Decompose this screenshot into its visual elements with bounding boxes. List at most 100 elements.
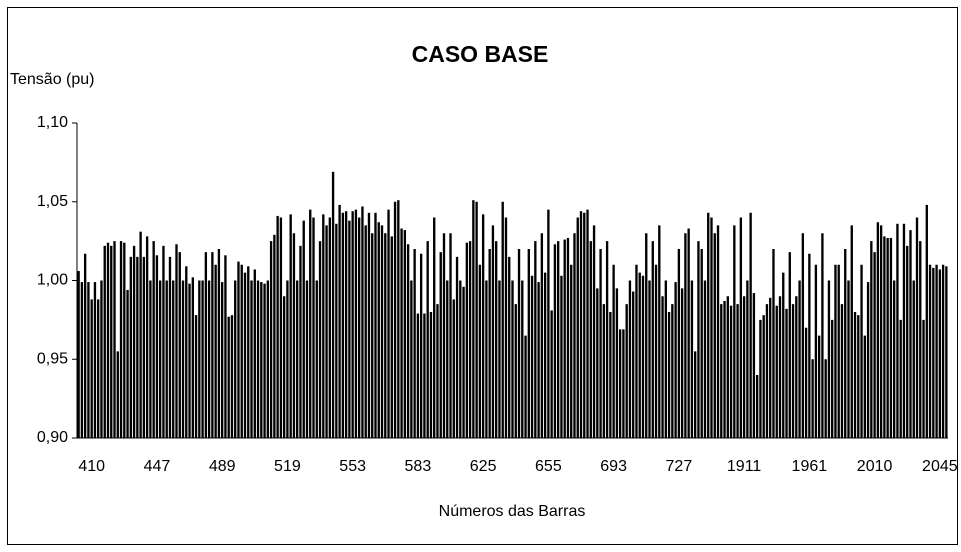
bar: [338, 204, 341, 438]
x-tick-label: 1911: [727, 458, 762, 475]
bar: [80, 282, 84, 438]
bar: [667, 312, 671, 438]
bar: [521, 280, 524, 438]
bar: [618, 329, 622, 438]
bar: [240, 264, 243, 438]
bar: [162, 245, 165, 438]
bar: [433, 217, 436, 438]
bar: [922, 319, 925, 438]
bar: [129, 256, 133, 438]
bar: [491, 225, 495, 438]
bar: [380, 225, 384, 438]
bar: [309, 209, 312, 438]
bar: [661, 296, 664, 438]
bar: [286, 280, 289, 438]
bar: [694, 351, 697, 438]
bar: [400, 228, 403, 438]
bar: [801, 233, 805, 438]
bar: [556, 241, 560, 438]
bar: [168, 256, 172, 438]
bar: [371, 233, 374, 438]
bar: [847, 280, 850, 438]
y-axis-title: Tensão (pu): [10, 71, 95, 88]
bar: [449, 233, 452, 438]
bar: [570, 264, 573, 438]
bar: [788, 252, 791, 438]
bar: [351, 211, 354, 438]
bar: [439, 252, 442, 438]
bar: [508, 256, 511, 438]
bar: [185, 266, 188, 438]
bar: [276, 215, 279, 438]
bar: [387, 209, 390, 438]
y-tick-label: 1,10: [37, 114, 68, 131]
bar: [292, 233, 296, 438]
bar: [612, 264, 615, 438]
bar: [902, 223, 906, 438]
bar: [250, 280, 253, 438]
bar: [328, 217, 331, 438]
bar: [628, 280, 632, 438]
bar: [906, 245, 909, 438]
bar: [302, 220, 305, 438]
bar: [749, 212, 752, 438]
bar: [821, 233, 824, 438]
bar: [798, 280, 801, 438]
bar: [909, 230, 912, 438]
bar: [596, 288, 599, 438]
bar: [713, 233, 716, 438]
bar: [132, 245, 136, 438]
bar: [113, 241, 116, 438]
bar: [361, 206, 364, 438]
bar: [110, 245, 113, 438]
bar: [857, 315, 860, 438]
bar: [165, 280, 168, 438]
bar: [282, 296, 286, 438]
bar: [201, 280, 204, 438]
bar: [899, 319, 902, 438]
bar: [485, 280, 488, 438]
bar: [498, 280, 501, 438]
bar: [142, 256, 146, 438]
bar: [860, 264, 863, 438]
x-tick-label: 655: [535, 458, 562, 475]
bar: [762, 315, 765, 438]
bar: [90, 299, 93, 438]
bar: [406, 244, 410, 438]
bar: [123, 242, 126, 438]
bar: [247, 266, 250, 438]
bar: [181, 280, 185, 438]
bar: [325, 225, 328, 438]
bar: [632, 291, 635, 438]
bar: [191, 277, 194, 438]
bar: [641, 275, 645, 438]
bar: [220, 282, 224, 438]
x-tick-label: 447: [144, 458, 171, 475]
bar: [126, 289, 129, 438]
bar: [912, 280, 915, 438]
bar: [504, 217, 508, 438]
bar: [563, 239, 566, 438]
bar: [331, 171, 335, 438]
bar: [759, 319, 762, 438]
bar: [690, 280, 694, 438]
bar: [723, 300, 726, 438]
bar: [547, 209, 550, 438]
bar: [589, 241, 592, 438]
bar: [397, 200, 400, 438]
bar: [752, 293, 756, 438]
bar: [188, 283, 191, 438]
bar: [625, 304, 628, 438]
bar: [736, 304, 739, 438]
bar: [426, 241, 429, 438]
bar: [583, 212, 586, 438]
chart-title: CASO BASE: [412, 41, 549, 67]
bar: [155, 255, 159, 438]
bar: [573, 233, 576, 438]
bar: [358, 217, 361, 438]
bar: [149, 280, 152, 438]
bar: [566, 237, 570, 438]
bar: [364, 225, 367, 438]
y-tick-label: 1,05: [37, 193, 68, 210]
bar: [870, 241, 873, 438]
